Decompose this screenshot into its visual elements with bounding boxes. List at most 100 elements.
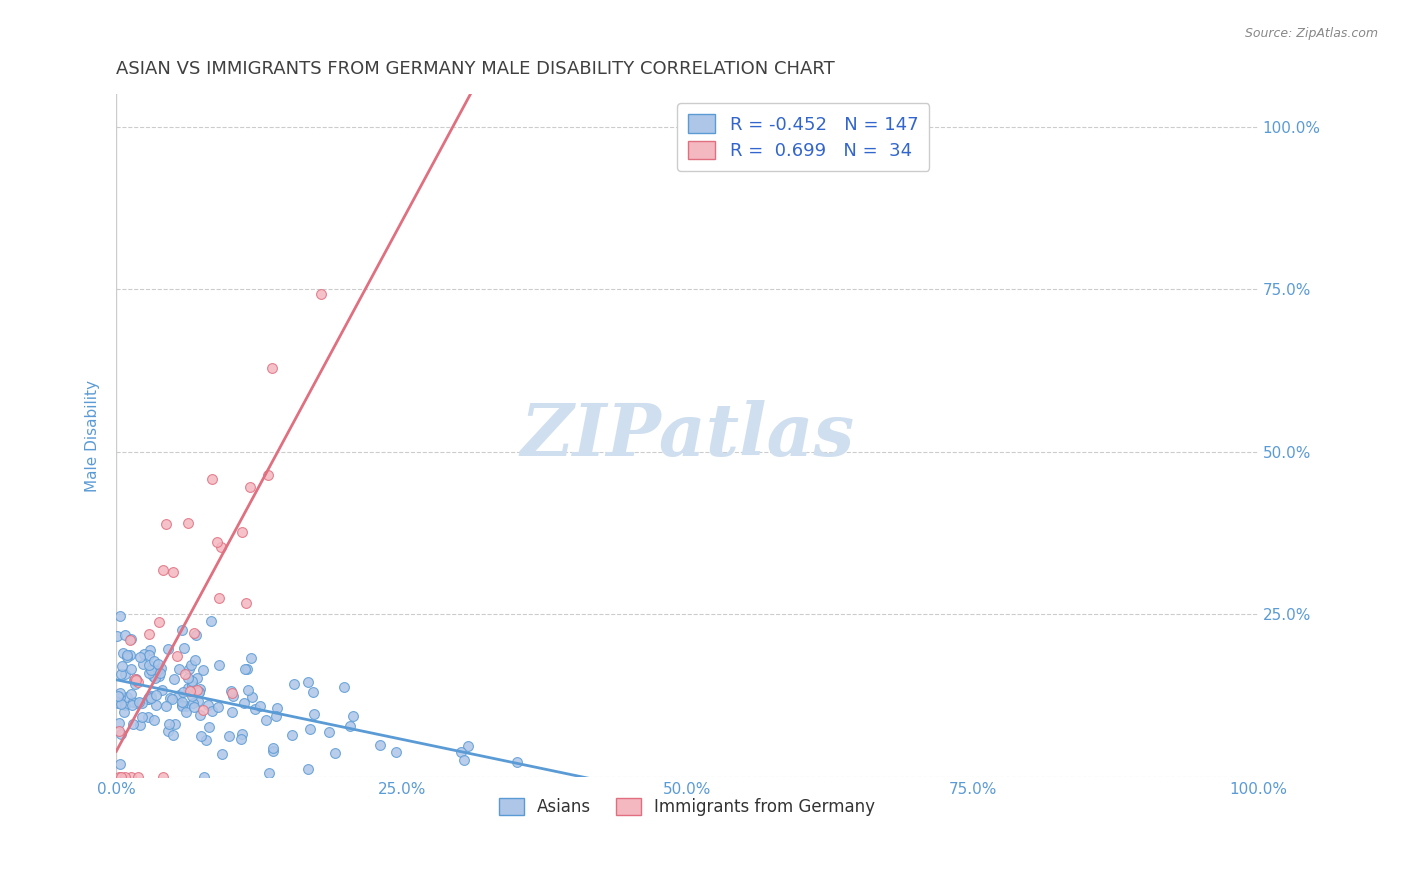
Point xyxy=(183,700,205,714)
Point xyxy=(180,689,202,703)
Point xyxy=(148,615,170,629)
Point xyxy=(297,675,319,690)
Point xyxy=(149,661,172,675)
Point xyxy=(138,643,160,657)
Point xyxy=(138,648,160,663)
Point xyxy=(122,717,145,731)
Point xyxy=(128,649,150,664)
Point xyxy=(221,706,243,720)
Point xyxy=(117,690,139,705)
Point xyxy=(302,685,325,699)
Point xyxy=(110,770,132,784)
Point xyxy=(181,678,204,692)
Point xyxy=(131,696,153,710)
Point xyxy=(107,696,129,710)
Point xyxy=(155,698,177,713)
Point xyxy=(200,472,222,486)
Point xyxy=(180,673,202,688)
Point xyxy=(162,566,184,580)
Point xyxy=(107,690,129,704)
Point xyxy=(138,690,160,705)
Point xyxy=(110,698,132,712)
Point xyxy=(128,717,150,731)
Point xyxy=(179,684,201,698)
Point xyxy=(150,683,173,698)
Point xyxy=(143,671,166,685)
Point xyxy=(333,681,356,695)
Point xyxy=(232,696,254,710)
Point xyxy=(205,535,228,549)
Point xyxy=(219,684,242,698)
Point xyxy=(160,692,183,706)
Point xyxy=(107,715,129,730)
Point xyxy=(262,743,284,757)
Point xyxy=(318,725,340,739)
Point xyxy=(132,657,155,671)
Point xyxy=(157,716,180,731)
Point xyxy=(174,699,197,714)
Point xyxy=(368,738,391,752)
Point xyxy=(506,756,529,770)
Point xyxy=(181,696,204,710)
Point xyxy=(262,361,284,376)
Point xyxy=(174,705,197,719)
Point xyxy=(105,629,128,643)
Point xyxy=(162,728,184,742)
Point xyxy=(186,682,208,697)
Point xyxy=(121,698,143,712)
Point xyxy=(120,632,142,646)
Point xyxy=(145,689,167,703)
Point xyxy=(453,753,475,767)
Point xyxy=(124,673,146,688)
Point xyxy=(176,671,198,685)
Point xyxy=(152,770,174,784)
Point xyxy=(191,663,214,677)
Point xyxy=(143,713,166,727)
Point xyxy=(188,707,211,722)
Point xyxy=(188,682,211,697)
Point xyxy=(257,765,280,780)
Point xyxy=(115,648,138,662)
Point xyxy=(132,648,155,662)
Point xyxy=(142,669,165,683)
Point xyxy=(121,695,143,709)
Point xyxy=(125,673,148,688)
Point xyxy=(257,468,280,483)
Point xyxy=(266,701,288,715)
Point xyxy=(304,706,326,721)
Point xyxy=(114,698,136,712)
Point xyxy=(229,732,252,747)
Point xyxy=(385,745,408,759)
Point xyxy=(167,662,190,676)
Point xyxy=(235,596,257,610)
Text: ZIPatlas: ZIPatlas xyxy=(520,401,853,471)
Point xyxy=(323,746,346,760)
Point xyxy=(170,695,193,709)
Point xyxy=(125,672,148,686)
Point xyxy=(149,666,172,681)
Point xyxy=(108,724,131,739)
Point xyxy=(183,626,205,640)
Point xyxy=(155,517,177,532)
Point xyxy=(450,745,472,759)
Point xyxy=(111,646,134,660)
Point xyxy=(138,666,160,681)
Point xyxy=(110,727,132,741)
Point xyxy=(197,720,219,734)
Point xyxy=(166,649,188,664)
Y-axis label: Male Disability: Male Disability xyxy=(86,380,100,491)
Point xyxy=(218,729,240,743)
Point xyxy=(108,690,131,704)
Point xyxy=(112,705,135,719)
Point xyxy=(136,691,159,706)
Point xyxy=(231,727,253,741)
Point xyxy=(115,649,138,664)
Point xyxy=(254,713,277,727)
Text: Source: ZipAtlas.com: Source: ZipAtlas.com xyxy=(1244,27,1378,40)
Point xyxy=(108,685,131,699)
Point xyxy=(249,699,271,714)
Point xyxy=(118,632,141,647)
Point xyxy=(141,689,163,703)
Point xyxy=(240,690,263,705)
Point xyxy=(200,614,222,628)
